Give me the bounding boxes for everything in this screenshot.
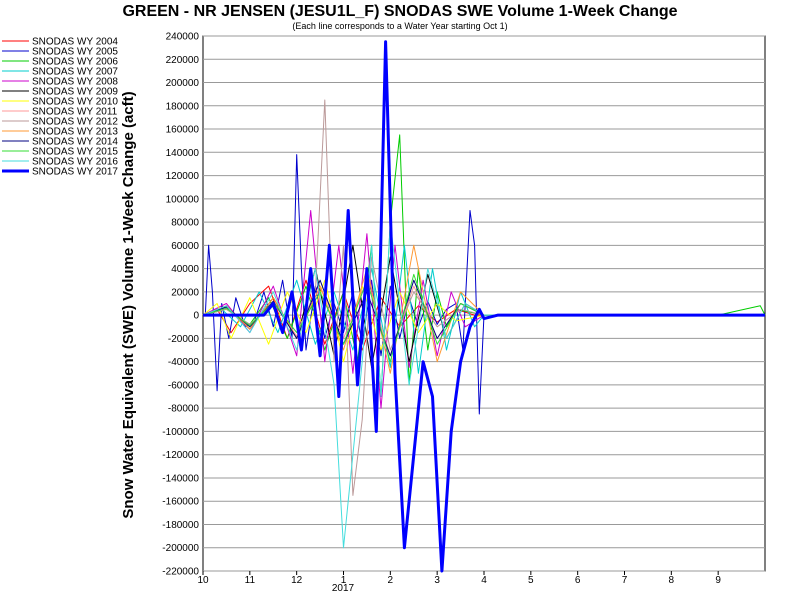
y-tick-label: -20000 [168, 334, 200, 345]
y-tick-label: -180000 [162, 520, 199, 531]
x-tick-label: 10 [197, 575, 209, 586]
y-tick-label: -100000 [162, 427, 199, 438]
legend-label: SNODAS WY 2006 [32, 57, 118, 68]
y-tick-label: 140000 [166, 148, 200, 159]
x-tick-label: 3 [434, 575, 440, 586]
x-tick-label: 4 [481, 575, 487, 586]
y-tick-label: -160000 [162, 497, 199, 508]
legend-label: SNODAS WY 2009 [32, 87, 118, 98]
y-tick-label: -60000 [168, 380, 200, 391]
x-axis-ticks: 10 11 12 1 2 3 4 5 6 7 8 9 [197, 571, 721, 586]
legend-label: SNODAS WY 2012 [32, 117, 118, 128]
legend-label: SNODAS WY 2014 [32, 137, 118, 148]
plot-area [202, 35, 766, 572]
x-tick-label: 7 [622, 575, 628, 586]
series-lines [202, 40, 766, 573]
legend-label: SNODAS WY 2010 [32, 97, 118, 108]
legend-label: SNODAS WY 2013 [32, 127, 118, 138]
y-tick-label: 180000 [166, 101, 200, 112]
y-tick-label: -80000 [168, 404, 200, 415]
y-tick-label: 240000 [166, 32, 200, 43]
chart-subtitle: (Each line corresponds to a Water Year s… [292, 21, 507, 31]
legend-label: SNODAS WY 2016 [32, 157, 118, 168]
y-tick-label: -220000 [162, 567, 199, 578]
x-tick-label: 1 [341, 575, 347, 586]
y-tick-label: 20000 [171, 287, 199, 298]
legend-label: SNODAS WY 2005 [32, 47, 118, 58]
y-tick-label: 60000 [171, 241, 199, 252]
y-tick-label: -200000 [162, 543, 199, 554]
y-axis-label: Snow Water Equivalent (SWE) Volume 1-Wee… [120, 91, 137, 518]
legend-label: SNODAS WY 2017 [32, 167, 118, 178]
legend-label: SNODAS WY 2007 [32, 67, 118, 78]
legend-label: SNODAS WY 2015 [32, 147, 118, 158]
x-tick-label: 6 [575, 575, 581, 586]
y-axis-ticks: 2400002200002000001800001600001400001200… [162, 32, 199, 578]
y-tick-label: 0 [193, 311, 199, 322]
y-tick-label: 200000 [166, 78, 200, 89]
x-tick-label: 2 [388, 575, 394, 586]
x-tick-label: 9 [715, 575, 721, 586]
x-tick-label: 12 [291, 575, 303, 586]
chart-title: GREEN - NR JENSEN (JESU1L_F) SNODAS SWE … [122, 3, 677, 20]
x-tick-label: 11 [245, 575, 256, 586]
x-tick-label: 5 [528, 575, 534, 586]
y-tick-label: -120000 [162, 450, 199, 461]
y-tick-label: 160000 [166, 125, 200, 136]
y-tick-label: 120000 [166, 171, 200, 182]
legend-label: SNODAS WY 2008 [32, 77, 118, 88]
series-line-snodas-wy-2017 [203, 40, 765, 573]
y-tick-label: 220000 [166, 55, 200, 66]
y-tick-label: -140000 [162, 473, 199, 484]
x-tick-label: 8 [669, 575, 675, 586]
y-tick-label: -40000 [168, 357, 200, 368]
y-tick-label: 40000 [171, 264, 199, 275]
year-label: 2017 [332, 583, 355, 594]
legend-label: SNODAS WY 2004 [32, 37, 118, 48]
y-tick-label: 80000 [171, 218, 199, 229]
legend-label: SNODAS WY 2011 [32, 107, 118, 118]
y-tick-label: 100000 [166, 194, 200, 205]
